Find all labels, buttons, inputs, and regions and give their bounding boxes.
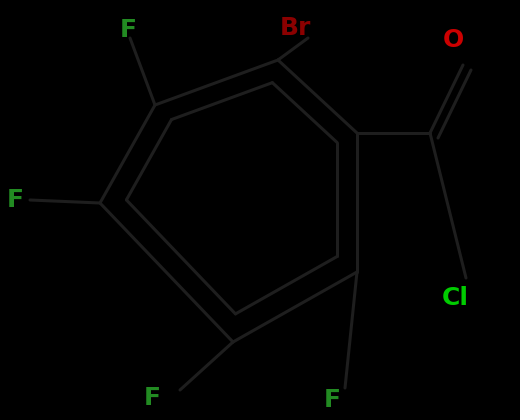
Text: Cl: Cl xyxy=(441,286,469,310)
Text: O: O xyxy=(443,28,464,52)
Text: Br: Br xyxy=(279,16,310,40)
Text: F: F xyxy=(144,386,161,410)
Text: F: F xyxy=(323,388,341,412)
Text: F: F xyxy=(6,188,23,212)
Text: F: F xyxy=(120,18,136,42)
